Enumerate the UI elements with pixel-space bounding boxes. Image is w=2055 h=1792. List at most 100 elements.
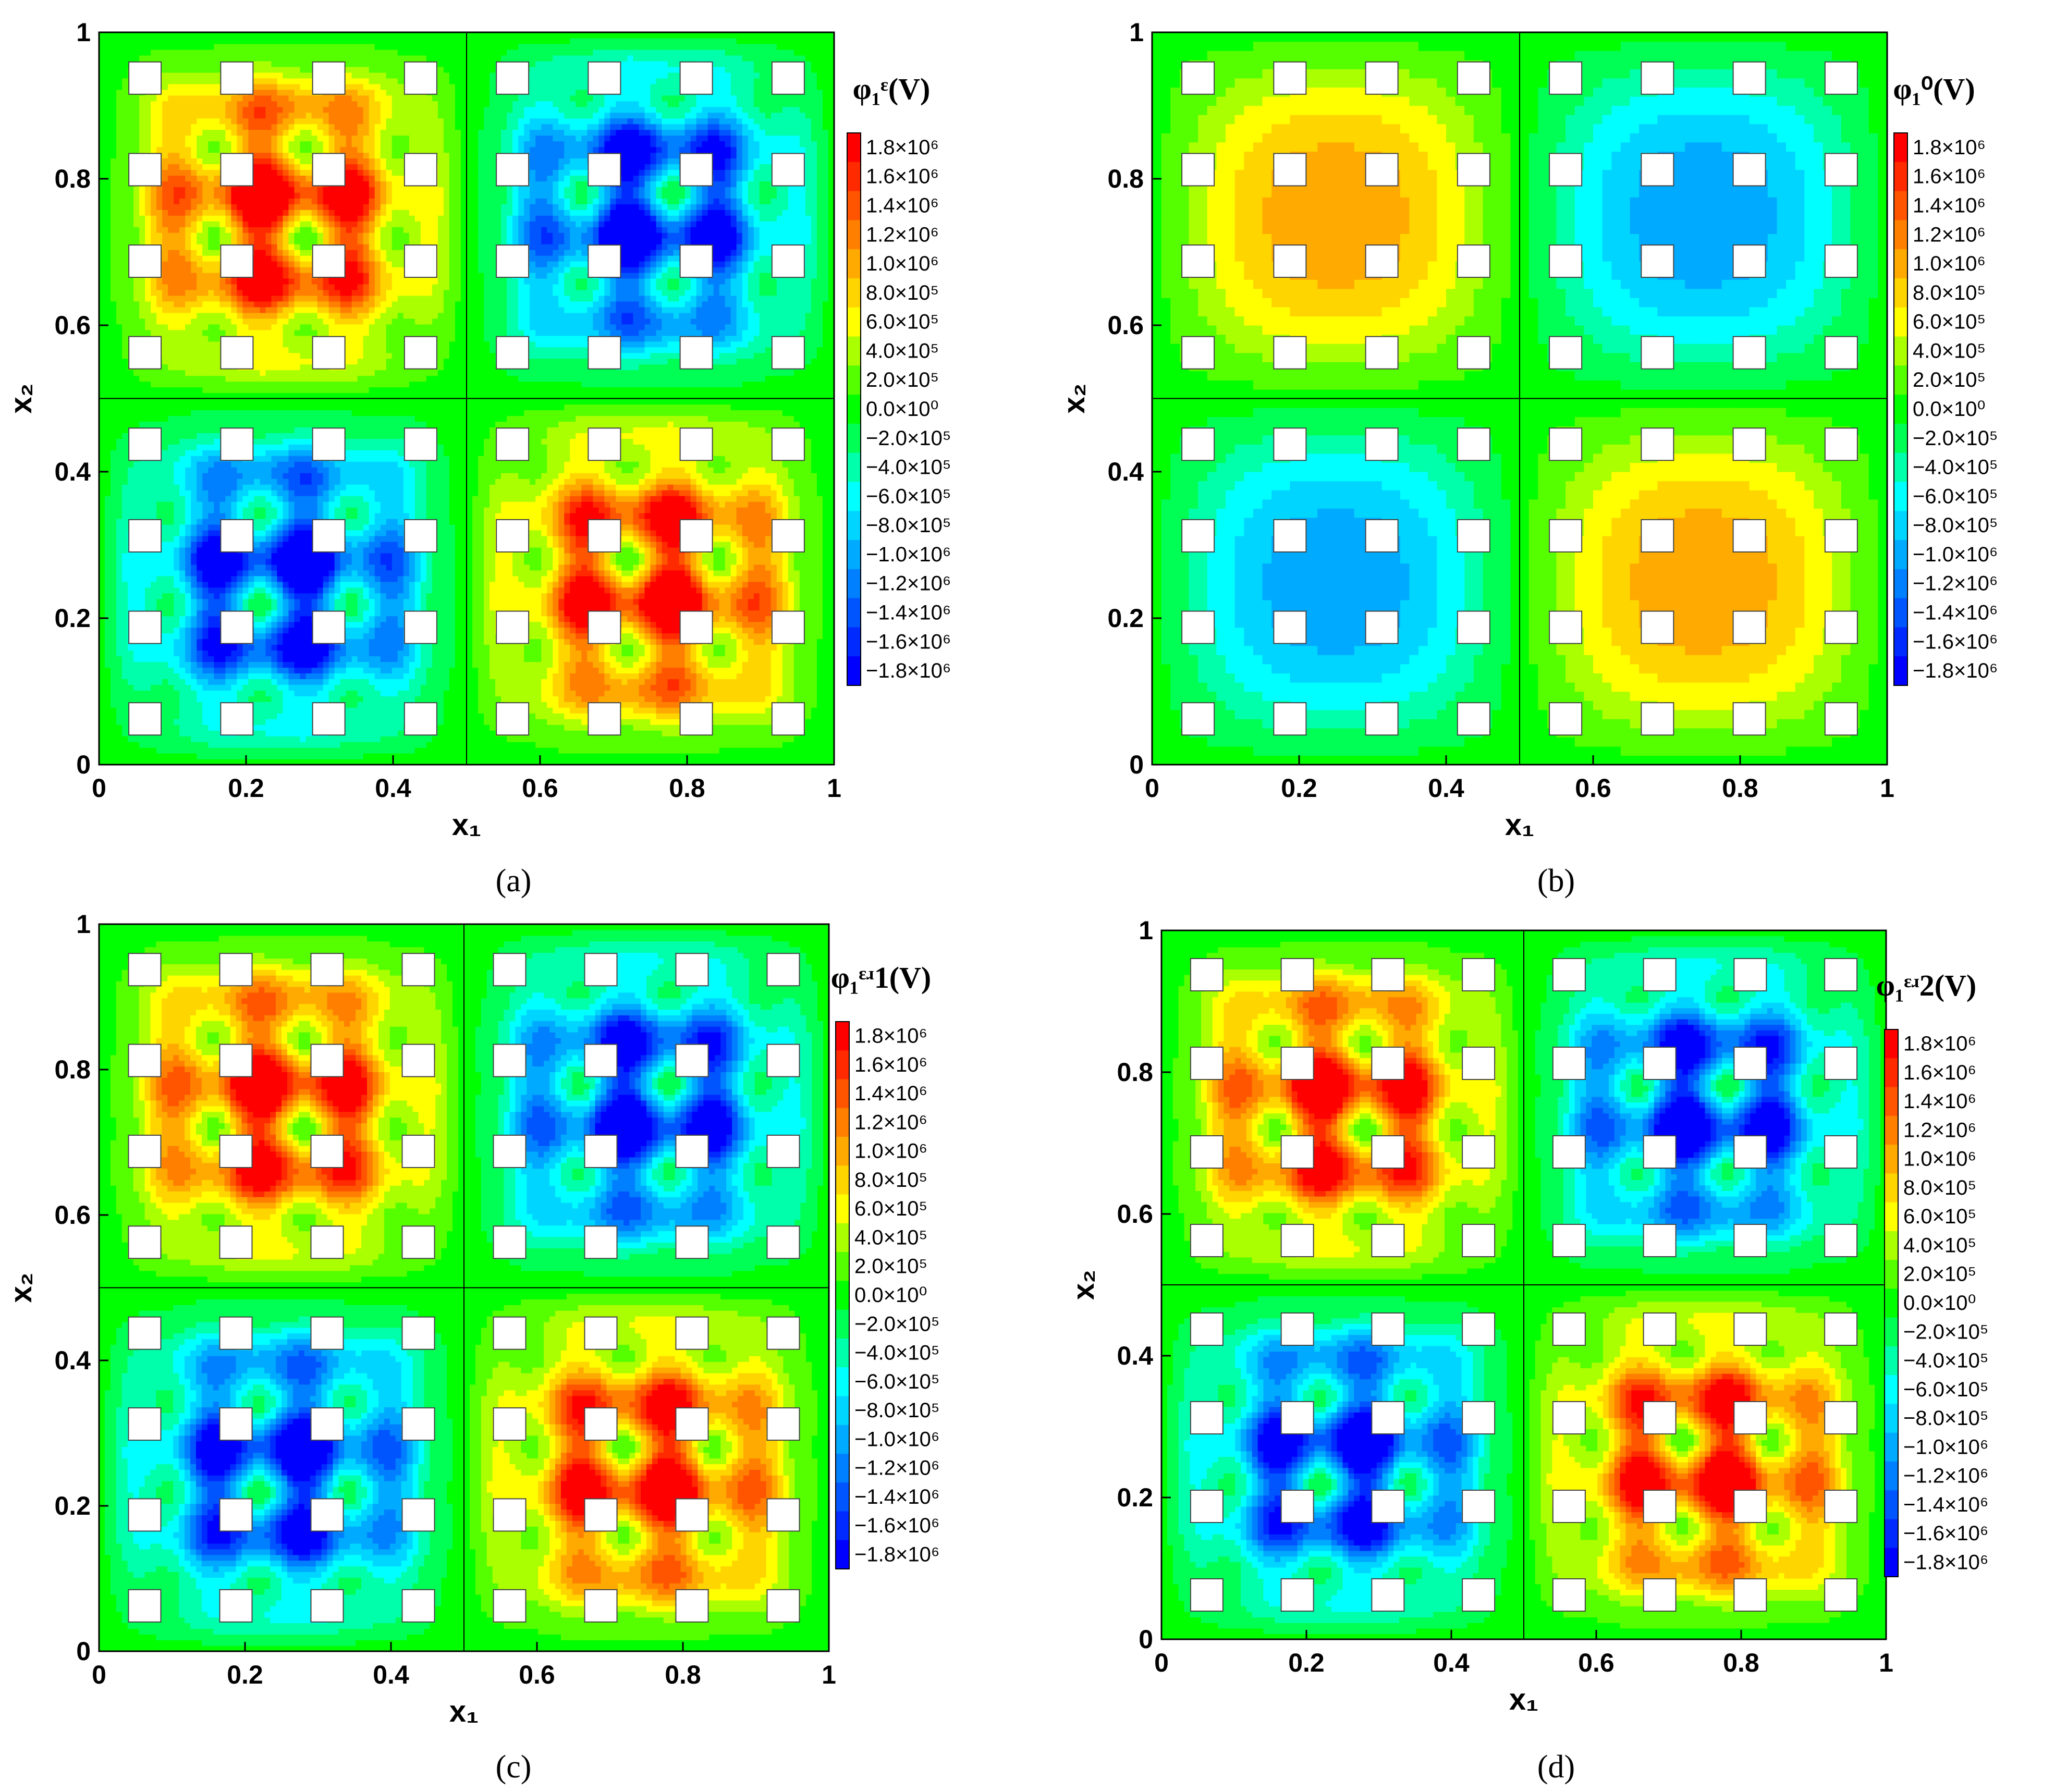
heatmap-cell [105,221,111,227]
heatmap-cell [111,136,117,142]
heatmap-cell [105,644,111,650]
heatmap-cell [116,644,123,650]
heatmap-cell [122,450,128,456]
heatmap-cell [111,547,117,554]
heatmap-cell [99,261,105,267]
heatmap-cell [111,696,117,702]
heatmap-cell [105,438,111,445]
heatmap-cell [111,639,117,645]
heatmap-cell [122,198,128,204]
heatmap-cell [111,296,117,302]
heatmap-cell [105,478,111,485]
heatmap-cell [116,347,123,353]
heatmap-cell [99,404,105,410]
heatmap-cell [111,67,117,73]
heatmap-cell [105,215,111,222]
heatmap-cell [122,736,128,742]
heatmap-cell [116,55,123,62]
heatmap-cell [99,232,105,239]
heatmap-cell [99,227,105,233]
heatmap-cell [122,587,128,594]
heatmap-cell [99,215,105,222]
heatmap-cell [122,628,128,634]
heatmap-cell [111,107,117,113]
heatmap-cell [105,273,111,279]
heatmap-cell [116,393,123,399]
heatmap-cell [116,622,123,628]
heatmap-cell [105,284,111,290]
heatmap-cell [105,118,111,125]
heatmap-cell [105,433,111,439]
heatmap-cell [116,136,123,142]
heatmap-cell [111,324,117,330]
heatmap-cell [111,690,117,696]
heatmap-cell [116,542,123,548]
heatmap-cell [116,307,123,313]
heatmap-cell [111,347,117,353]
heatmap-cell [116,747,123,754]
heatmap-cell [122,227,128,233]
heatmap-cell [99,490,105,496]
heatmap-cell [122,376,128,382]
heatmap-cell [111,169,117,176]
heatmap-cell [116,215,123,222]
heatmap-cell [99,192,105,199]
heatmap-cell [105,404,111,410]
heatmap-cell [111,564,117,571]
heatmap-cell [122,616,128,622]
heatmap-cell [116,141,123,148]
heatmap-cell [116,175,123,181]
heatmap-cell [116,673,123,679]
heatmap-cell [99,444,105,450]
heatmap-cell [99,336,105,342]
heatmap-cell [99,507,105,513]
heatmap-cell [99,496,105,502]
heatmap-cell [116,582,123,588]
heatmap-cell [99,427,105,433]
heatmap-cell [122,473,128,479]
heatmap-cell [116,61,123,67]
heatmap-cell [105,742,111,748]
heatmap-cell [116,524,123,531]
heatmap-cell [99,107,105,113]
heatmap-cell [99,456,105,462]
heatmap-cell [111,707,117,714]
heatmap-cell [116,67,123,73]
heatmap-cell [105,547,111,554]
heatmap-cell [116,296,123,302]
heatmap-cell [111,450,117,456]
heatmap-cell [122,427,128,433]
heatmap-cell [105,633,111,640]
heatmap-cell [99,50,105,56]
heatmap-cell [99,290,105,296]
heatmap-cell [105,341,111,348]
heatmap-cell [111,587,117,594]
heatmap-cell [99,147,105,153]
heatmap-cell [116,730,123,737]
heatmap-cell [99,719,105,725]
heatmap-cell [105,473,111,479]
heatmap-cell [116,553,123,559]
heatmap-cell [116,364,123,371]
heatmap-cell [111,553,117,559]
heatmap-cell [122,553,128,559]
heatmap-cell [99,639,105,645]
heatmap-cell [99,747,105,754]
heatmap-cell [105,490,111,496]
heatmap-cell [99,753,105,759]
heatmap-cell [116,410,123,416]
heatmap-cell [99,130,105,136]
heatmap-cell [111,284,117,290]
heatmap-cell [122,415,128,422]
heatmap-cell [99,164,105,170]
heatmap-cell [99,570,105,576]
heatmap-cell [99,582,105,588]
heatmap-cell [111,215,117,222]
heatmap-cell [116,690,123,696]
heatmap-cell [111,141,117,148]
heatmap-cell [105,702,111,708]
heatmap-cell [116,84,123,90]
heatmap-cell [122,250,128,256]
heatmap-cell [116,610,123,617]
heatmap-cell [122,696,128,702]
